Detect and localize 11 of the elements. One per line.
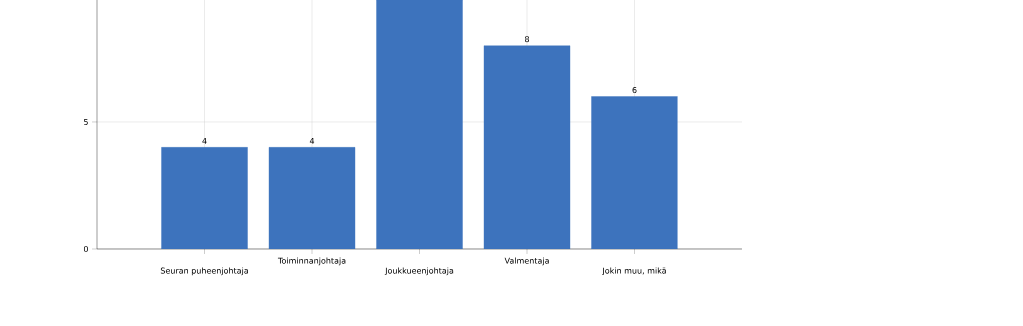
data-label: 8	[525, 36, 530, 43]
x-tick-label: Toiminnanjohtaja	[277, 257, 346, 266]
x-tick-label: Valmentaja	[504, 257, 549, 266]
data-label: 4	[309, 137, 315, 144]
data-label: 4	[202, 137, 207, 144]
y-tick-label: 5	[84, 118, 88, 125]
x-tick-label: Jokin muu, mikä	[602, 267, 666, 276]
data-label: 6	[632, 86, 637, 94]
x-tick-label: Joukkueenjohtaja	[384, 267, 454, 276]
y-tick-label: 0	[83, 245, 88, 253]
x-tick-label: Seuran puheenjohtaja	[160, 267, 248, 276]
